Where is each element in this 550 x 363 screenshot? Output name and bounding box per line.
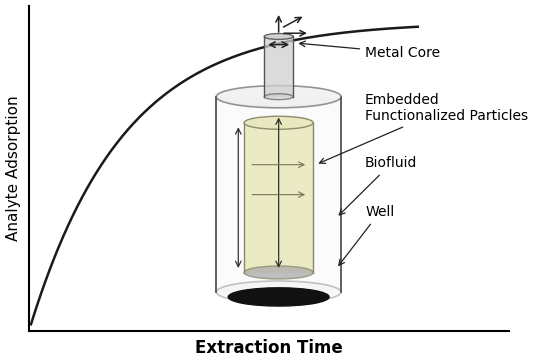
X-axis label: Extraction Time: Extraction Time	[195, 339, 343, 358]
Ellipse shape	[216, 281, 341, 303]
Ellipse shape	[264, 94, 293, 99]
Text: Well: Well	[339, 205, 394, 265]
Ellipse shape	[264, 33, 293, 40]
Y-axis label: Analyte Adsorption: Analyte Adsorption	[6, 95, 20, 241]
Bar	[264, 37, 293, 97]
Text: Biofluid: Biofluid	[339, 156, 417, 215]
Ellipse shape	[216, 86, 341, 108]
Text: Metal Core: Metal Core	[300, 41, 440, 60]
Bar	[244, 123, 314, 273]
Bar	[216, 97, 341, 292]
Ellipse shape	[244, 116, 314, 129]
Text: Embedded
Functionalized Particles: Embedded Functionalized Particles	[320, 93, 528, 163]
Ellipse shape	[244, 266, 314, 279]
Ellipse shape	[228, 288, 329, 306]
